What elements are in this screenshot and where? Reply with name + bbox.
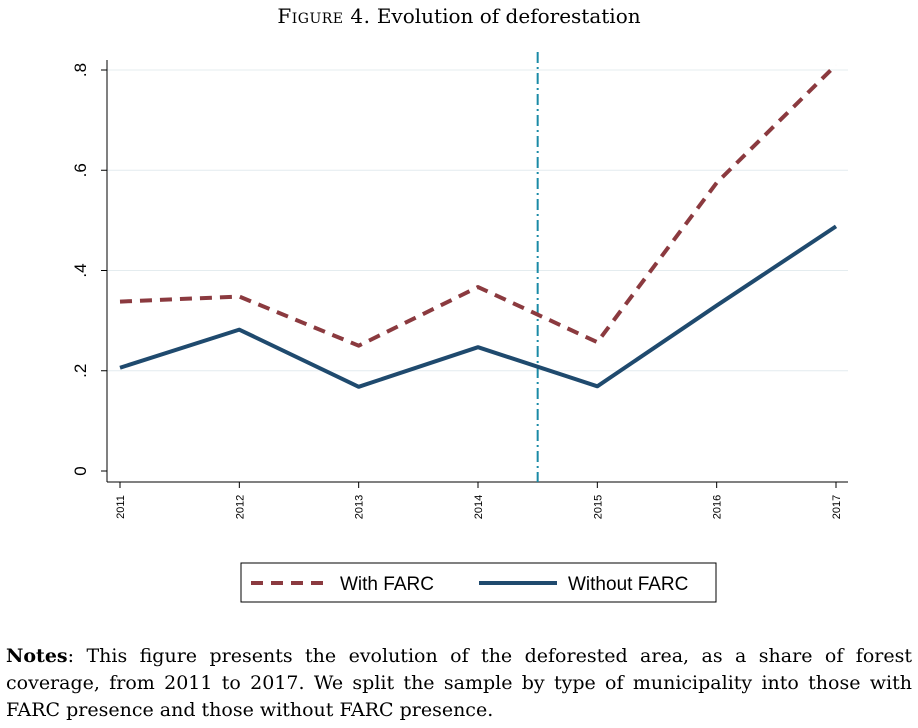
y-tick-label: .6 [71, 163, 90, 177]
line-chart: 0 .2 .4 .6 .8 2011 2012 2013 2014 2015 2016 2017 W… [71, 52, 848, 603]
x-tick-label: 2012 [234, 495, 246, 519]
x-tick-label: 2016 [712, 495, 724, 519]
notes-label: Notes [6, 645, 68, 667]
series-line [119, 63, 838, 348]
x-tick-label: 2015 [592, 495, 604, 519]
figure-title: Figure 4. Evolution of deforestation [0, 4, 918, 28]
figure-notes: Notes: This figure presents the evolutio… [6, 643, 912, 724]
notes-text: : This figure presents the evolution of … [6, 645, 912, 721]
y-tick-label: .2 [71, 364, 90, 378]
figure-title-text: Evolution of deforestation [376, 4, 641, 28]
figure-number: Figure 4. [277, 4, 371, 28]
series-lines [119, 63, 838, 389]
x-tick-label: 2013 [354, 495, 366, 519]
x-axis-ticks: 2011 2012 2013 2014 2015 2016 2017 [115, 482, 843, 519]
x-tick-label: 2017 [831, 495, 843, 519]
y-tick-label: .8 [71, 63, 90, 77]
gridlines [107, 69, 848, 372]
legend-label: With FARC [340, 574, 434, 595]
x-tick-label: 2011 [115, 495, 127, 519]
x-tick-label: 2014 [473, 495, 485, 519]
legend-label: Without FARC [568, 574, 688, 595]
y-axis-ticks: 0 .2 .4 .6 .8 [71, 63, 107, 476]
legend: With FARC Without FARC [240, 562, 717, 603]
series-line [119, 224, 838, 389]
y-tick-label: 0 [71, 466, 90, 475]
y-tick-label: .4 [71, 263, 90, 277]
